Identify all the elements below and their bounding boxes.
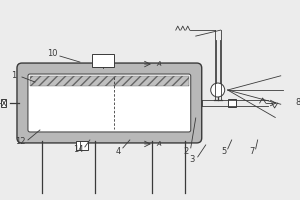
Text: 1: 1 xyxy=(11,71,16,80)
Text: 2: 2 xyxy=(183,147,188,156)
Text: 8: 8 xyxy=(295,98,300,107)
Text: 4: 4 xyxy=(115,147,121,156)
Bar xyxy=(30,76,189,86)
Bar xyxy=(228,99,236,107)
FancyBboxPatch shape xyxy=(28,74,191,132)
Text: 14: 14 xyxy=(73,145,83,154)
Circle shape xyxy=(211,83,225,97)
Text: A: A xyxy=(157,141,161,147)
Bar xyxy=(76,141,88,150)
Bar xyxy=(2,99,7,107)
FancyBboxPatch shape xyxy=(17,63,202,143)
Text: 5: 5 xyxy=(221,147,226,156)
Text: A: A xyxy=(157,61,161,67)
Text: 12: 12 xyxy=(15,137,25,146)
Bar xyxy=(92,54,114,67)
Text: 10: 10 xyxy=(47,49,57,58)
Text: 7: 7 xyxy=(249,147,254,156)
Text: 3: 3 xyxy=(189,155,194,164)
